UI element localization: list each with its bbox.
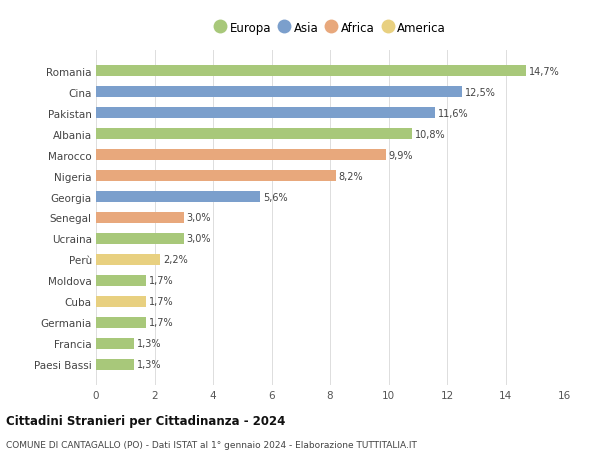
Bar [96,338,134,349]
Text: 9,9%: 9,9% [389,150,413,160]
Text: 1,7%: 1,7% [149,318,173,328]
Bar [96,359,134,370]
Bar [96,129,412,140]
Bar [96,233,184,245]
Bar [96,66,526,77]
Text: 5,6%: 5,6% [263,192,287,202]
Text: 12,5%: 12,5% [464,87,496,97]
Text: 1,7%: 1,7% [149,297,173,307]
Text: 1,3%: 1,3% [137,359,161,369]
Legend: Europa, Asia, Africa, America: Europa, Asia, Africa, America [212,20,448,37]
Bar [96,296,146,308]
Bar [96,254,160,266]
Bar [96,170,336,182]
Text: 14,7%: 14,7% [529,67,560,77]
Bar [96,87,461,98]
Text: 1,3%: 1,3% [137,339,161,349]
Bar [96,191,260,203]
Bar [96,107,436,119]
Bar [96,317,146,329]
Text: Cittadini Stranieri per Cittadinanza - 2024: Cittadini Stranieri per Cittadinanza - 2… [6,414,286,428]
Bar [96,150,386,161]
Text: 3,0%: 3,0% [187,213,211,223]
Text: 2,2%: 2,2% [163,255,188,265]
Text: 3,0%: 3,0% [187,234,211,244]
Text: 8,2%: 8,2% [339,171,364,181]
Text: 10,8%: 10,8% [415,129,445,139]
Text: COMUNE DI CANTAGALLO (PO) - Dati ISTAT al 1° gennaio 2024 - Elaborazione TUTTITA: COMUNE DI CANTAGALLO (PO) - Dati ISTAT a… [6,441,417,449]
Text: 11,6%: 11,6% [438,108,469,118]
Bar [96,275,146,286]
Bar [96,212,184,224]
Text: 1,7%: 1,7% [149,276,173,286]
